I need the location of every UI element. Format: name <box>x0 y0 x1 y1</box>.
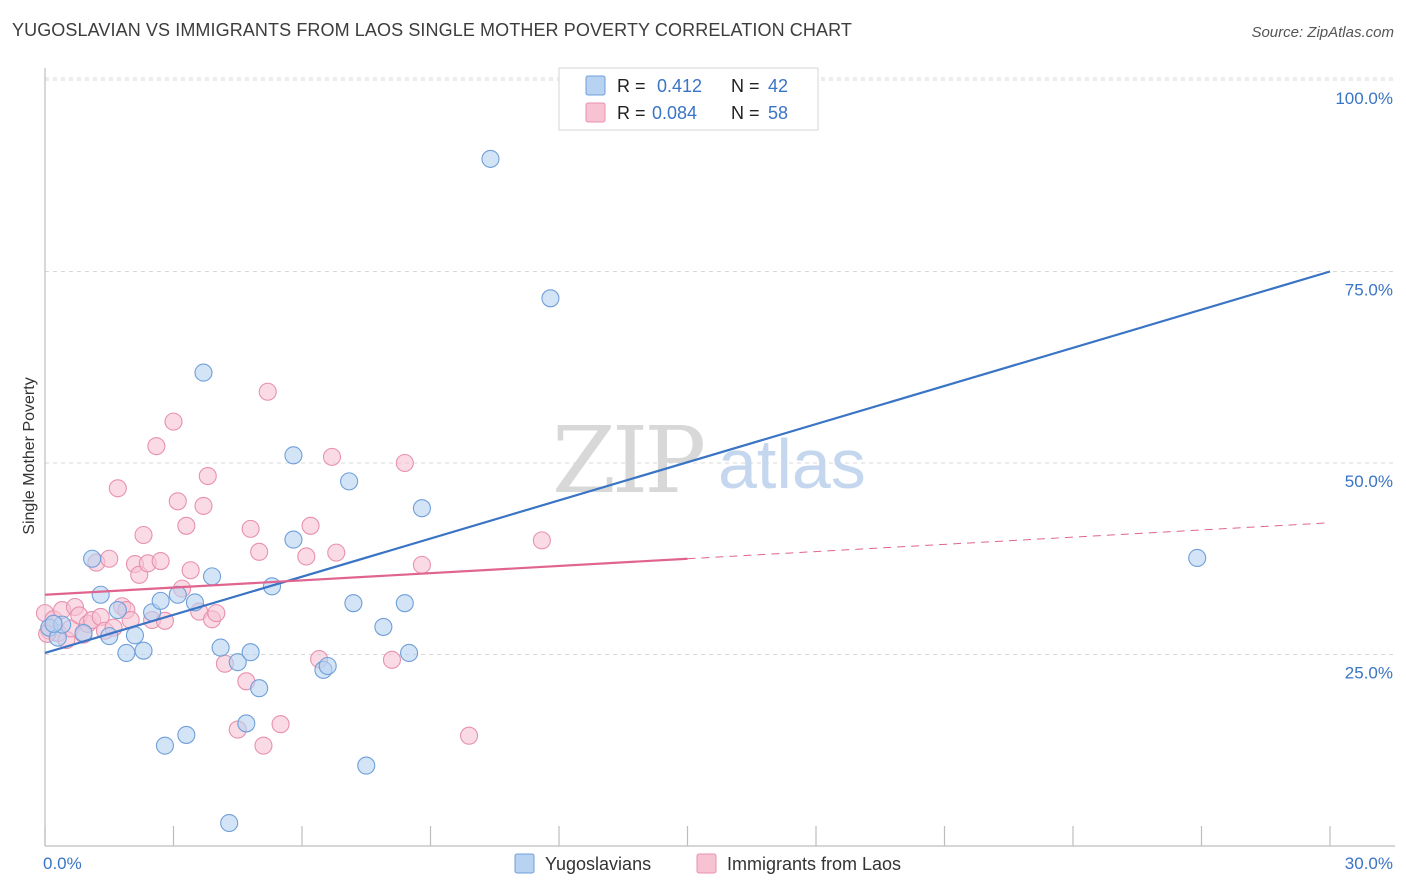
legend-n-label-1: N = <box>731 76 760 96</box>
yugoslavian-point-20 <box>211 638 230 657</box>
laos-point-43 <box>241 519 260 538</box>
yugoslavian-point-27 <box>284 446 303 465</box>
watermark-zip: ZIP <box>552 407 703 514</box>
yugoslavian-point-6 <box>91 585 110 604</box>
laos-point-56 <box>459 726 479 745</box>
bottom-legend-laos: Immigrants from Laos <box>727 854 901 874</box>
laos-point-39 <box>207 604 226 623</box>
series-laos-points <box>35 382 551 755</box>
trend-lines <box>44 270 1331 655</box>
tick-labels: 25.0% 50.0% 75.0% 100.0% 0.0% 30.0% <box>43 89 1393 873</box>
legend-r-label-2: R = <box>617 103 646 123</box>
laos-point-18 <box>108 479 127 498</box>
laos-point-31 <box>168 492 187 511</box>
yugoslavian-point-32 <box>344 594 363 613</box>
yugoslavian-point-8 <box>108 601 127 620</box>
legend-n-label-2: N = <box>731 103 760 123</box>
legend-r-value-1: 0.412 <box>657 76 702 96</box>
laos-point-33 <box>177 516 196 535</box>
laos-point-36 <box>194 496 213 515</box>
yugoslavian-point-22 <box>228 653 247 672</box>
yugoslavian-point-16 <box>177 725 196 744</box>
laos-point-54 <box>395 453 414 473</box>
y-tick-label: 100.0% <box>1335 89 1393 108</box>
yugoslavian-point-10 <box>125 626 144 645</box>
laos-point-47 <box>271 715 290 734</box>
yugoslavian-point-11 <box>134 641 153 660</box>
yugoslavian-point-18 <box>194 363 213 382</box>
stats-legend: R = 0.412 N = 42 R = 0.084 N = 58 <box>558 67 819 131</box>
yugoslavian-point-13 <box>151 591 170 610</box>
bottom-legend-swatch-laos <box>696 853 717 874</box>
legend-swatch-blue <box>585 75 606 96</box>
laos-point-28 <box>151 551 170 571</box>
laos-point-55 <box>412 555 431 574</box>
trend-line-laos-dashed <box>687 522 1331 560</box>
laos-point-27 <box>147 437 166 456</box>
yugoslavian-point-24 <box>241 643 260 662</box>
legend-n-value-2: 58 <box>768 103 788 123</box>
y-tick-label: 75.0% <box>1345 281 1393 300</box>
laos-point-16 <box>100 549 119 568</box>
laos-point-24 <box>134 525 153 545</box>
trend-line-yugoslavians <box>44 270 1331 655</box>
yugoslavian-point-14 <box>155 736 174 755</box>
yugoslavian-point-34 <box>374 617 393 636</box>
legend-r-value-2: 0.084 <box>652 103 697 123</box>
yugoslavian-point-9 <box>117 643 136 663</box>
yugoslavian-point-19 <box>203 567 222 586</box>
y-tick-label: 50.0% <box>1345 472 1393 491</box>
series-yugoslavians-points <box>40 71 1207 833</box>
laos-point-46 <box>258 382 277 401</box>
grid-lines <box>45 77 1395 655</box>
laos-point-57 <box>532 531 551 550</box>
watermark-atlas: atlas <box>718 425 866 503</box>
yugoslavian-point-21 <box>220 813 239 833</box>
chart-title: YUGOSLAVIAN VS IMMIGRANTS FROM LAOS SING… <box>12 20 852 40</box>
trend-line-laos-solid <box>44 557 688 596</box>
yugoslavian-point-28 <box>284 530 303 549</box>
laos-point-48 <box>297 547 316 566</box>
legend-r-label-1: R = <box>617 76 646 96</box>
source-credit: Source: ZipAtlas.com <box>1251 24 1394 41</box>
series-legend: Yugoslavians Immigrants from Laos <box>514 853 901 874</box>
bottom-legend-yugoslavians: Yugoslavians <box>545 854 651 874</box>
yugoslavian-point-39 <box>541 289 560 308</box>
legend-swatch-pink <box>585 102 606 123</box>
yugoslavian-point-35 <box>395 594 414 613</box>
yugoslavian-point-41 <box>1188 548 1207 568</box>
x-tick-label-min: 0.0% <box>43 854 82 873</box>
yugoslavian-point-33 <box>357 756 376 775</box>
laos-point-53 <box>382 650 402 669</box>
laos-point-45 <box>254 736 273 755</box>
yugoslavian-point-15 <box>168 585 187 604</box>
yugoslavian-point-31 <box>340 472 359 491</box>
yugoslavian-point-36 <box>400 643 419 663</box>
yugoslavian-point-5 <box>83 549 102 568</box>
bottom-legend-swatch-yugoslavians <box>514 853 535 874</box>
yugoslavian-point-38 <box>481 149 500 168</box>
watermark: ZIP atlas <box>552 407 866 514</box>
y-axis-label: Single Mother Poverty <box>21 377 38 534</box>
laos-point-44 <box>250 542 269 561</box>
laos-point-37 <box>198 466 217 486</box>
laos-point-49 <box>301 516 320 535</box>
laos-point-51 <box>322 447 342 466</box>
yugoslavian-point-30 <box>318 656 337 676</box>
axes <box>44 68 1395 847</box>
yugoslavian-point-25 <box>250 679 269 698</box>
yugoslavian-point-42 <box>44 614 63 633</box>
yugoslavian-point-37 <box>412 499 431 518</box>
legend-n-value-1: 42 <box>768 76 788 96</box>
laos-point-30 <box>164 412 183 431</box>
laos-point-34 <box>181 561 200 580</box>
yugoslavian-point-23 <box>237 714 256 733</box>
x-tick-label-max: 30.0% <box>1345 854 1393 873</box>
laos-point-52 <box>327 543 346 562</box>
y-tick-label: 25.0% <box>1345 664 1393 683</box>
